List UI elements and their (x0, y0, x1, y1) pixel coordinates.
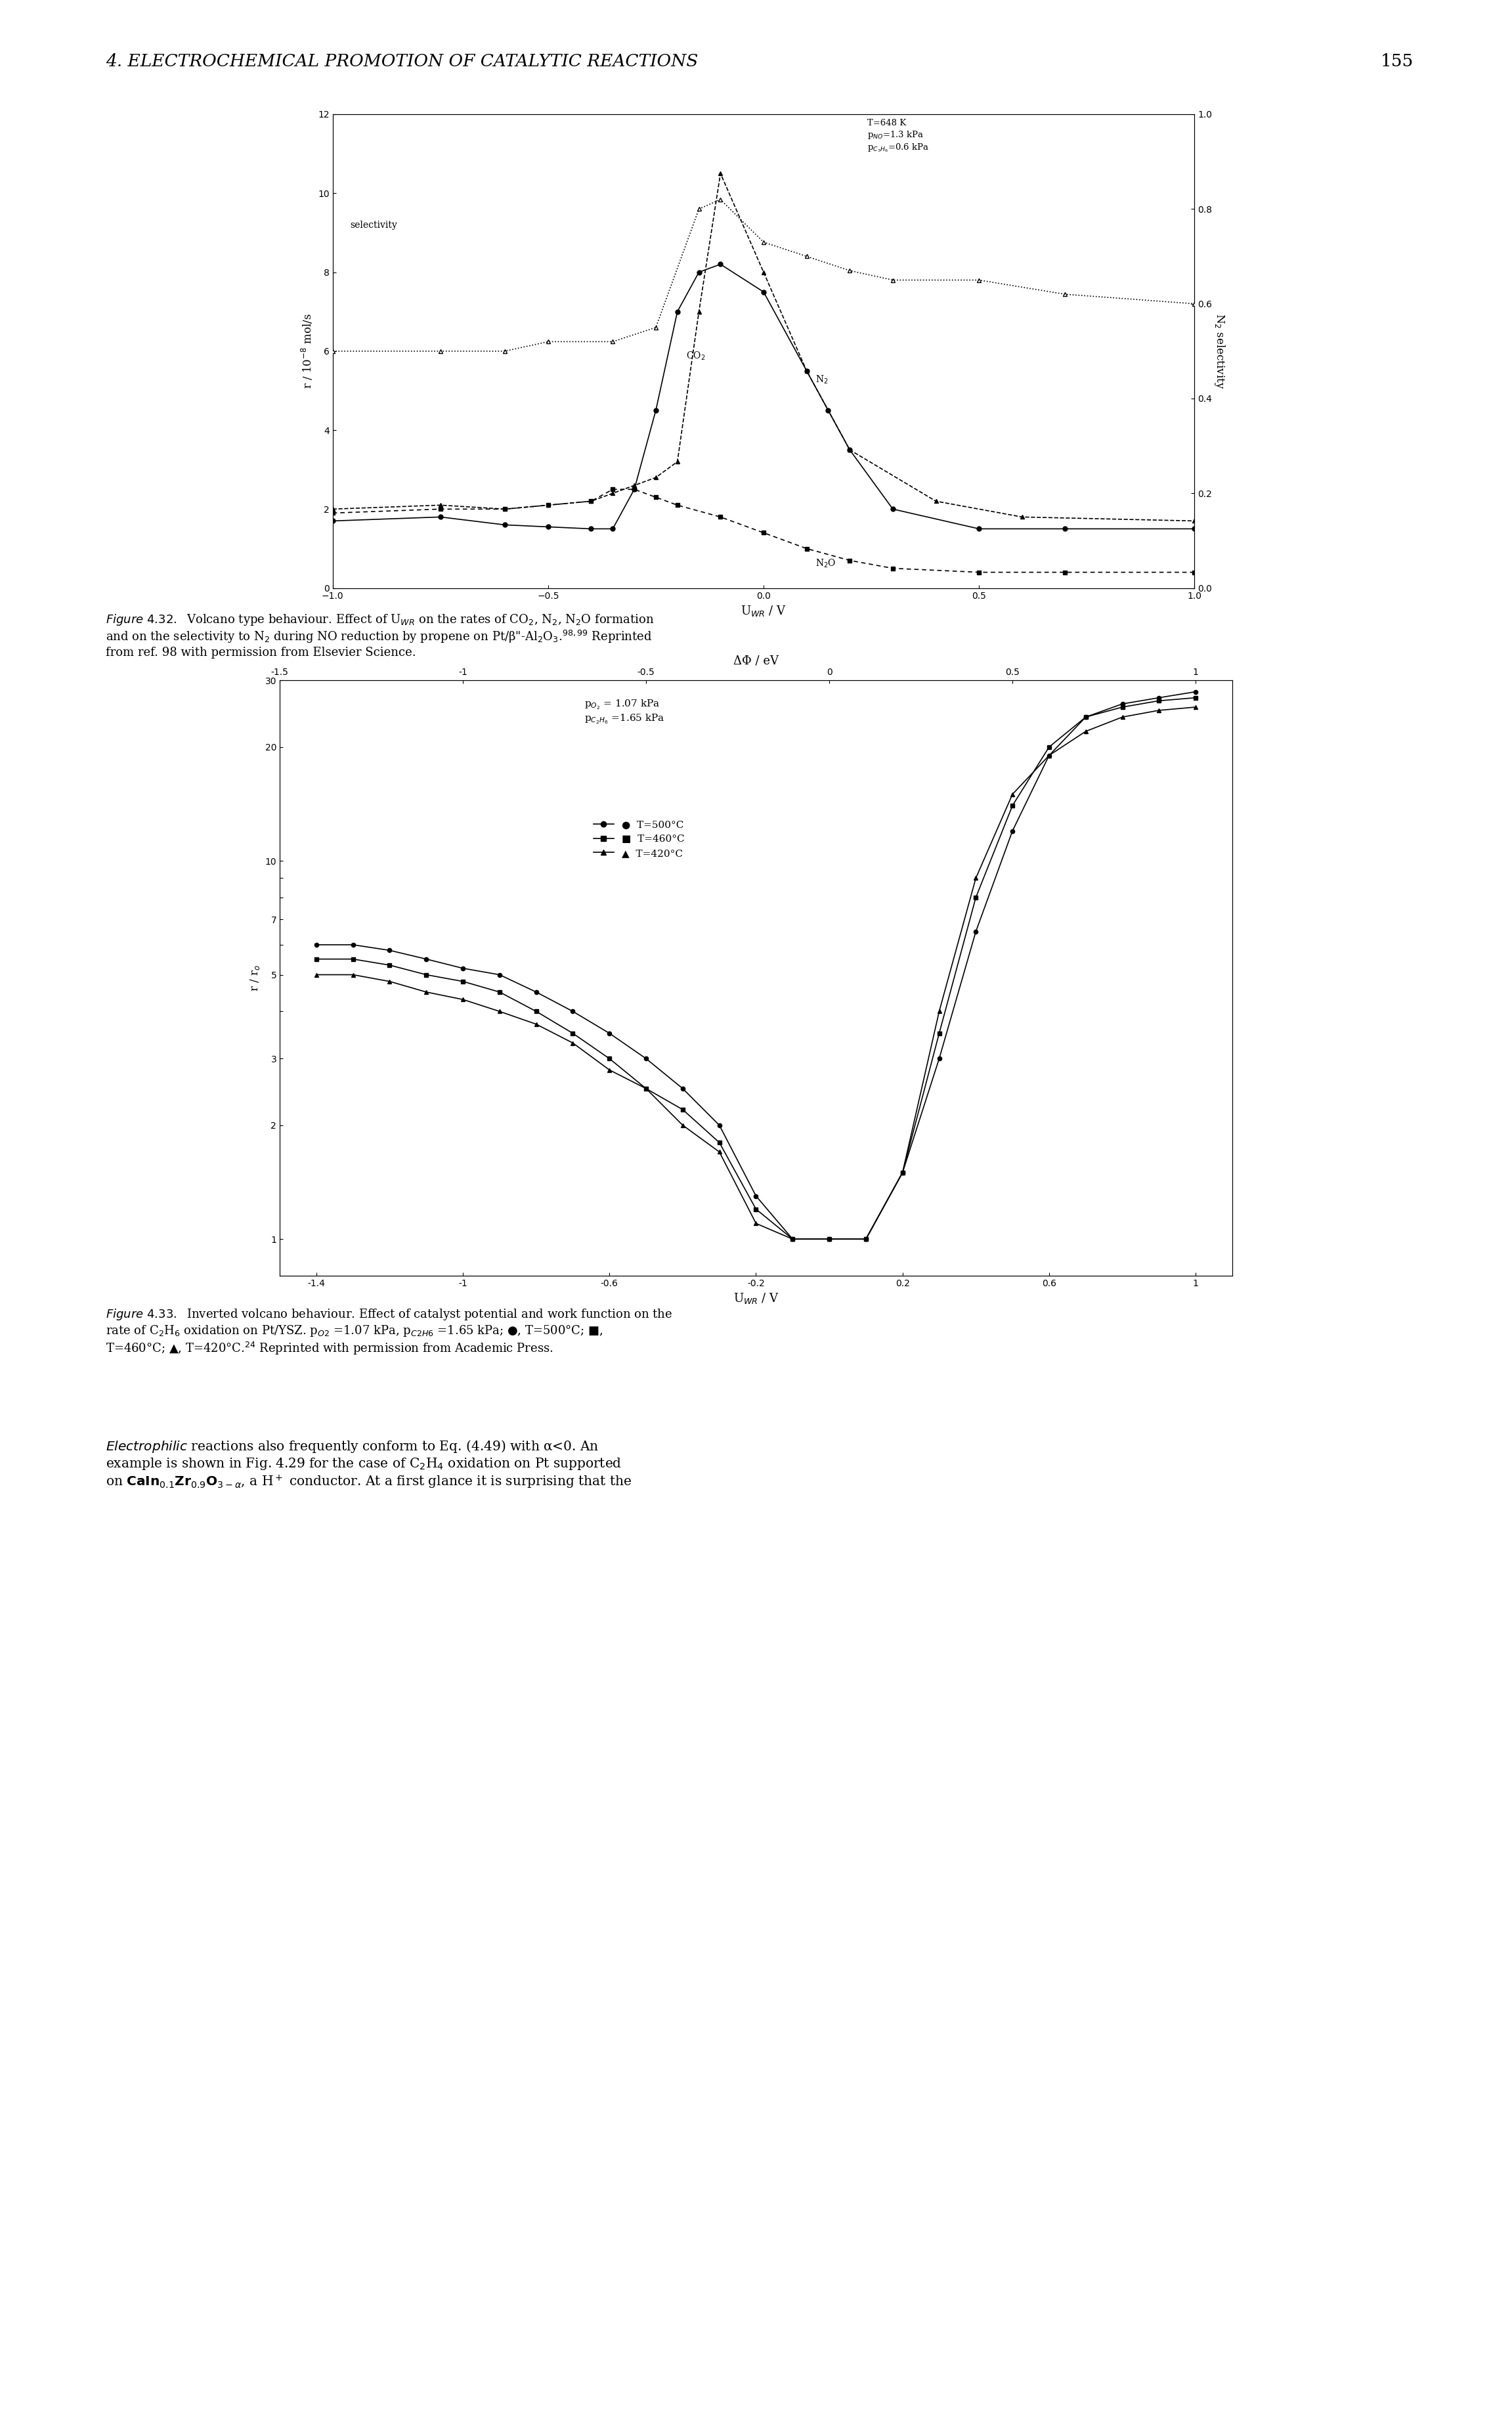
Text: N$_2$O: N$_2$O (815, 559, 836, 569)
Text: 4. ELECTROCHEMICAL PROMOTION OF CATALYTIC REACTIONS: 4. ELECTROCHEMICAL PROMOTION OF CATALYTI… (106, 53, 699, 70)
Text: N$_2$: N$_2$ (815, 374, 829, 386)
Text: $\mathit{Electrophilic}$ reactions also frequently conform to Eq. (4.49) with α<: $\mathit{Electrophilic}$ reactions also … (106, 1439, 632, 1490)
Text: $\mathit{Figure\ 4.32.}$  Volcano type behaviour. Effect of U$_{WR}$ on the rate: $\mathit{Figure\ 4.32.}$ Volcano type be… (106, 612, 655, 659)
Y-axis label: N$_2$ selectivity: N$_2$ selectivity (1213, 313, 1226, 389)
Text: p$_{O_2}$ = 1.07 kPa
p$_{C_2H_6}$ =1.65 kPa: p$_{O_2}$ = 1.07 kPa p$_{C_2H_6}$ =1.65 … (585, 697, 665, 727)
Text: 155: 155 (1380, 53, 1414, 70)
Legend: ●  T=500°C, ■  T=460°C, ▲  T=420°C: ● T=500°C, ■ T=460°C, ▲ T=420°C (590, 816, 688, 863)
Text: T=648 K
p$_{NO}$=1.3 kPa
p$_{C_3H_6}$=0.6 kPa: T=648 K p$_{NO}$=1.3 kPa p$_{C_3H_6}$=0.… (866, 119, 928, 153)
X-axis label: ΔΦ / eV: ΔΦ / eV (733, 656, 779, 666)
Y-axis label: r / r$_o$: r / r$_o$ (249, 965, 262, 991)
Y-axis label: r / 10$^{-8}$ mol/s: r / 10$^{-8}$ mol/s (299, 313, 314, 389)
X-axis label: U$_{WR}$ / V: U$_{WR}$ / V (741, 605, 786, 617)
Text: CO$_2$: CO$_2$ (686, 350, 705, 362)
X-axis label: U$_{WR}$ / V: U$_{WR}$ / V (733, 1293, 779, 1305)
Text: $\mathit{Figure\ 4.33.}$  Inverted volcano behaviour. Effect of catalyst potenti: $\mathit{Figure\ 4.33.}$ Inverted volcan… (106, 1307, 673, 1356)
Text: selectivity: selectivity (349, 221, 398, 231)
